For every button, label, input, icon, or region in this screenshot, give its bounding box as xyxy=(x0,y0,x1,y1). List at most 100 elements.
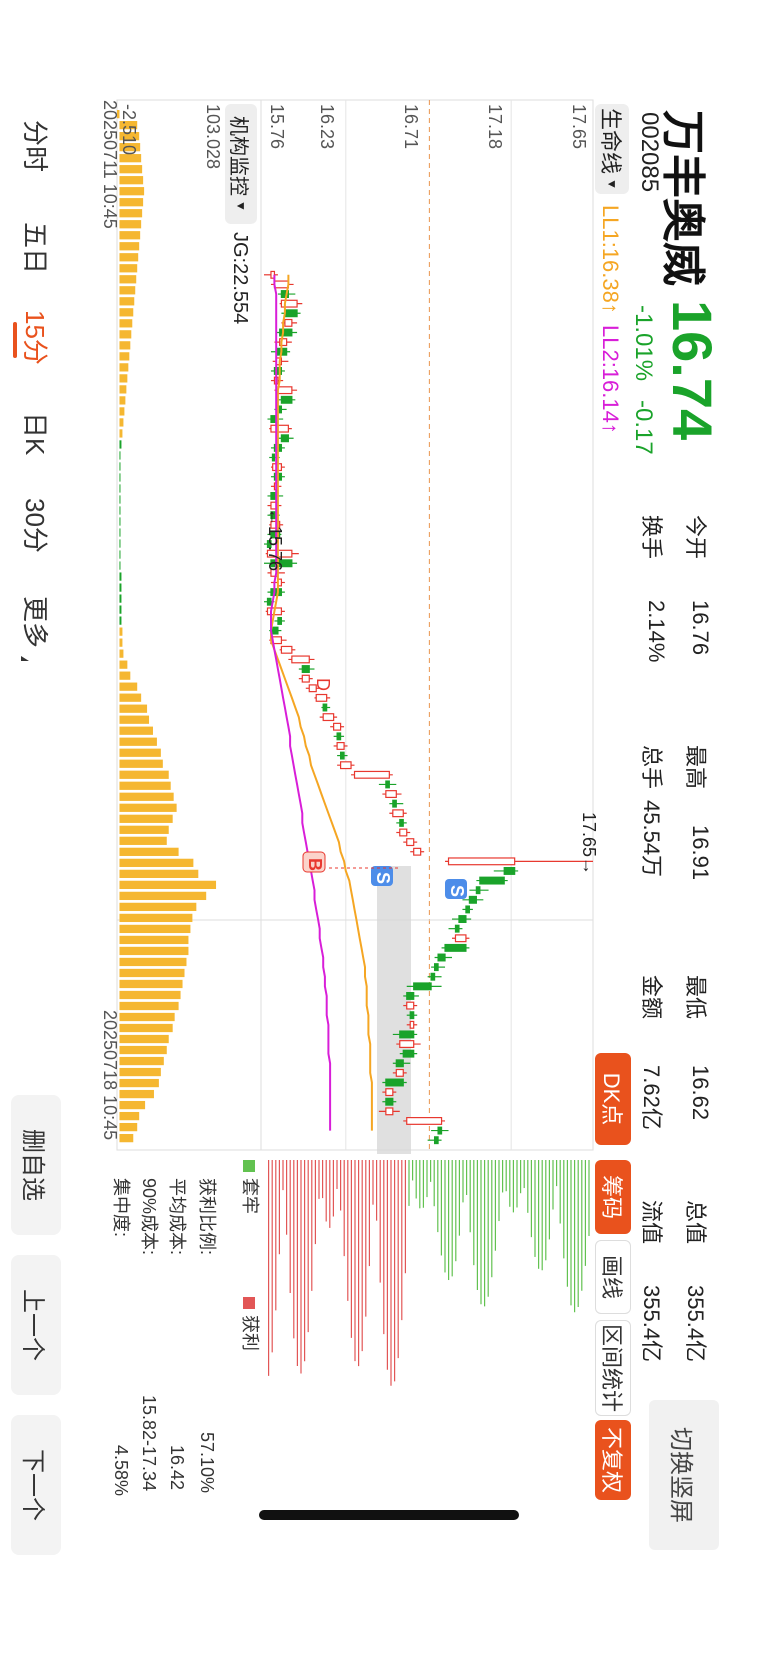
volume-bar xyxy=(119,1012,175,1022)
prev-stock-button[interactable]: 上一个 xyxy=(11,1255,61,1395)
candle-body xyxy=(385,1078,404,1087)
candle-body xyxy=(273,280,289,289)
candle-body xyxy=(339,761,352,770)
tab-fenshi[interactable]: 分时 xyxy=(20,120,50,173)
volume-bar xyxy=(119,770,169,779)
volume-bar xyxy=(119,1056,164,1066)
volume-bar xyxy=(119,506,121,515)
volume-bar xyxy=(119,209,143,218)
candle-body xyxy=(399,1030,415,1039)
next-stock-button[interactable]: 下一个 xyxy=(11,1415,61,1555)
volume-bar xyxy=(119,759,163,768)
volume-bar xyxy=(117,110,120,119)
low-mark-arrow: ← xyxy=(265,508,285,526)
volume-bar xyxy=(119,176,144,185)
d-signal-label: D xyxy=(313,678,333,691)
b-signal-marker xyxy=(302,851,326,873)
volume-bar xyxy=(119,935,189,945)
volume-bar xyxy=(119,880,217,890)
volume-bar xyxy=(119,132,140,141)
volume-bar xyxy=(119,968,185,978)
volume-bar xyxy=(119,704,148,713)
tab-more[interactable]: 更多 xyxy=(20,596,50,649)
volume-bar xyxy=(119,154,142,163)
volume-bar xyxy=(119,902,197,912)
b-signal-label: B xyxy=(305,858,325,871)
candle-body xyxy=(385,790,397,799)
volume-bar xyxy=(119,814,173,823)
volume-bar xyxy=(119,330,132,339)
candle-body xyxy=(468,895,477,904)
volume-bar xyxy=(119,308,134,317)
volume-bar xyxy=(119,869,199,878)
volume-bar xyxy=(119,539,121,548)
candle-body xyxy=(277,616,283,625)
candle-body xyxy=(308,684,317,693)
candle-body xyxy=(280,434,289,443)
candle-body xyxy=(447,857,516,866)
volume-bar xyxy=(119,1100,146,1110)
candle-body xyxy=(458,915,467,924)
volume-bar xyxy=(119,1122,138,1132)
volume-bar xyxy=(119,363,129,372)
volume-bar xyxy=(119,1089,154,1099)
legend-trapped-swatch xyxy=(243,1160,255,1172)
candle-body xyxy=(399,818,404,827)
candle-body xyxy=(503,866,516,875)
volume-bar xyxy=(119,121,138,130)
candle-body xyxy=(280,645,293,654)
volume-bar xyxy=(119,572,122,581)
high-mark-arrow: → xyxy=(579,857,599,875)
candle-body xyxy=(479,876,505,885)
tab-30min[interactable]: 30分 xyxy=(20,498,50,553)
volume-bar xyxy=(119,561,121,570)
tab-wuri[interactable]: 五日 xyxy=(20,222,50,275)
volume-bar xyxy=(119,253,139,262)
candle-body xyxy=(322,713,335,722)
y-label-16.23: 16.23 xyxy=(317,104,337,149)
volume-bar xyxy=(119,671,131,680)
volume-bar xyxy=(119,407,125,416)
candle-body xyxy=(266,540,272,549)
volume-bar xyxy=(119,143,141,152)
volume-bar xyxy=(119,187,145,196)
volume-bar xyxy=(119,297,135,306)
tab-15min[interactable]: 15分 xyxy=(20,310,50,365)
volume-bar xyxy=(119,693,142,702)
volume-bar xyxy=(119,891,207,901)
volume-bar xyxy=(119,429,123,438)
tab-rik[interactable]: 日K xyxy=(20,412,50,456)
legend-profit: 获利 xyxy=(240,1315,260,1351)
volume-bar xyxy=(119,528,121,537)
candle-body xyxy=(270,424,289,433)
volume-bar xyxy=(119,979,183,989)
candle-body xyxy=(385,1107,394,1116)
volume-bar xyxy=(119,781,171,790)
volume-bar xyxy=(119,275,137,284)
delete-favorite-button[interactable]: 删自选 xyxy=(11,1095,61,1235)
y-label-16.71: 16.71 xyxy=(401,104,421,149)
volume-bar xyxy=(119,198,144,207)
volume-bar xyxy=(119,242,140,251)
volume-bar xyxy=(119,374,128,383)
volume-bar xyxy=(119,660,128,669)
sub-indicator-selector-label: 机构监控 xyxy=(227,116,250,197)
candle-body xyxy=(465,905,471,914)
volume-bar xyxy=(119,165,143,174)
date-end: 20250718 10:45 xyxy=(100,1010,120,1140)
candle-body xyxy=(385,780,390,789)
y-label-17.65: 17.65 xyxy=(569,104,589,149)
volume-bar xyxy=(119,627,123,636)
sub-indicator-selector[interactable]: 机构监控 ▼ xyxy=(225,104,257,224)
candle-body xyxy=(406,1116,443,1125)
candle-body xyxy=(444,943,467,952)
candle-body xyxy=(406,838,415,847)
volume-bar xyxy=(119,715,150,724)
candle-body xyxy=(315,693,328,702)
volume-bar xyxy=(119,1034,169,1044)
candle-body xyxy=(433,963,439,972)
candle-body xyxy=(301,674,310,683)
tab-active-indicator xyxy=(13,322,17,358)
candle-body xyxy=(333,722,342,731)
